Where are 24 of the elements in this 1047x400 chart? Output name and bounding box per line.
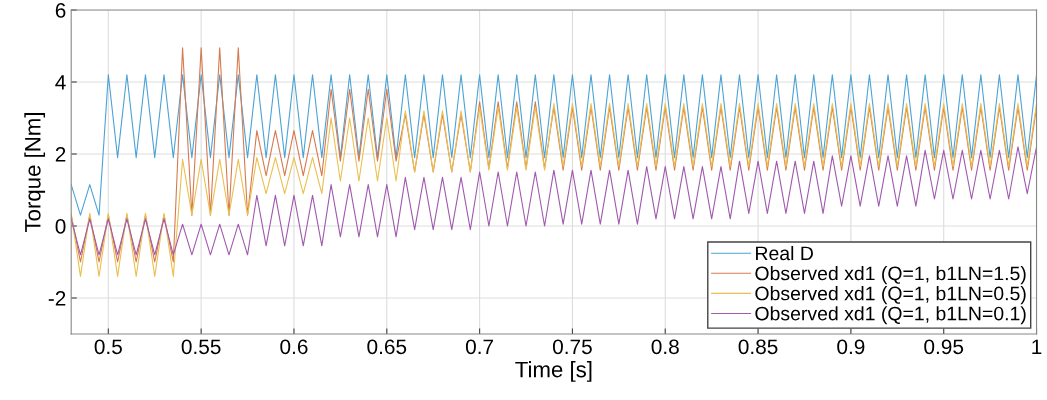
x-tick-label: 0.75 bbox=[552, 339, 592, 355]
x-tick-label: 0.65 bbox=[367, 339, 407, 355]
x-tick-label: 0.55 bbox=[181, 339, 221, 355]
y-axis-title: Torque [Nm] bbox=[24, 113, 46, 233]
x-tick-label: 0.6 bbox=[280, 339, 308, 355]
line-series bbox=[71, 74, 1037, 216]
y-tick-label: 2 bbox=[55, 147, 66, 162]
y-tick-label: 4 bbox=[55, 75, 66, 90]
x-tick-label: 0.85 bbox=[738, 339, 778, 355]
legend-label: Observed xd1 (Q=1, b1LN=0.1) bbox=[755, 306, 1026, 325]
x-tick-label: 0.8 bbox=[651, 339, 679, 355]
legend-label: Observed xd1 (Q=1, b1LN=0.5) bbox=[755, 286, 1026, 305]
x-axis-title: Time [s] bbox=[515, 361, 592, 382]
x-tick-label: 0.5 bbox=[94, 339, 122, 355]
y-tick-label: 0 bbox=[55, 219, 66, 234]
legend-label: Real D bbox=[756, 245, 813, 261]
line-series bbox=[71, 47, 1037, 263]
y-tick-label: 6 bbox=[55, 3, 66, 18]
legend-label: Observed xd1 (Q=1, b1LN=1.5) bbox=[755, 266, 1026, 285]
x-tick-label: 0.7 bbox=[465, 339, 494, 355]
y-tick-label: -2 bbox=[48, 291, 66, 306]
x-tick-label: 1 bbox=[1032, 339, 1042, 354]
x-tick-label: 0.95 bbox=[924, 339, 964, 355]
x-tick-label: 0.9 bbox=[837, 339, 865, 355]
